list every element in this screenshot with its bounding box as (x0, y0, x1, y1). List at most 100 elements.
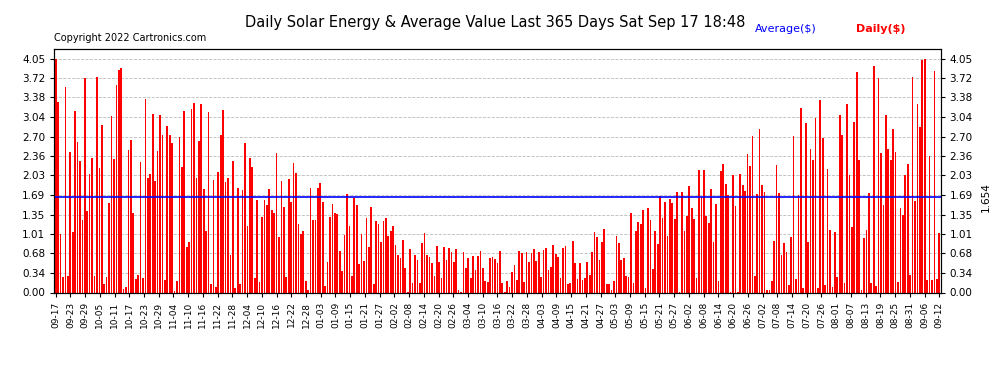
Bar (327, 262, 329, 292)
Bar (424, 233, 426, 292)
Bar (419, 283, 421, 292)
Bar (79, 161, 81, 292)
Bar (870, 284, 872, 292)
Bar (417, 260, 418, 292)
Bar (213, 180, 214, 292)
Bar (649, 220, 651, 292)
Bar (108, 203, 110, 292)
Bar (220, 135, 222, 292)
Bar (688, 186, 690, 292)
Bar (698, 170, 700, 292)
Bar (59, 234, 61, 292)
Bar (261, 217, 263, 292)
Bar (479, 251, 481, 292)
Bar (210, 284, 212, 292)
Bar (827, 169, 829, 292)
Bar (640, 224, 642, 292)
Bar (604, 229, 605, 292)
Text: Daily($): Daily($) (856, 24, 906, 34)
Bar (128, 150, 130, 292)
Bar (842, 135, 843, 292)
Bar (429, 257, 431, 292)
Bar (618, 243, 620, 292)
Bar (890, 160, 892, 292)
Bar (414, 255, 416, 292)
Bar (843, 283, 845, 292)
Bar (339, 251, 341, 292)
Bar (169, 135, 170, 292)
Bar (475, 270, 476, 292)
Bar (161, 135, 163, 292)
Bar (453, 262, 454, 292)
Bar (86, 211, 88, 292)
Bar (256, 200, 258, 292)
Bar (76, 142, 78, 292)
Bar (909, 275, 911, 292)
Bar (57, 102, 59, 292)
Text: Daily Solar Energy & Average Value Last 365 Days Sat Sep 17 18:48: Daily Solar Energy & Average Value Last … (245, 15, 745, 30)
Bar (457, 291, 459, 292)
Bar (103, 284, 105, 292)
Bar (178, 137, 180, 292)
Bar (203, 189, 205, 292)
Bar (822, 138, 824, 292)
Bar (718, 281, 719, 292)
Bar (439, 262, 441, 292)
Bar (247, 226, 248, 292)
Bar (467, 258, 469, 292)
Bar (400, 258, 401, 292)
Bar (851, 227, 852, 292)
Bar (763, 192, 765, 292)
Bar (492, 257, 493, 292)
Bar (332, 204, 334, 292)
Bar (732, 176, 734, 292)
Bar (656, 244, 658, 292)
Bar (62, 278, 63, 292)
Bar (768, 290, 770, 292)
Bar (446, 260, 447, 292)
Bar (151, 114, 153, 292)
Bar (196, 178, 197, 292)
Bar (123, 289, 125, 292)
Bar (626, 276, 627, 292)
Bar (470, 278, 471, 292)
Bar (441, 278, 443, 292)
Bar (868, 193, 870, 292)
Bar (511, 272, 513, 292)
Bar (766, 290, 768, 292)
Bar (412, 284, 414, 292)
Bar (402, 240, 404, 292)
Bar (436, 246, 438, 292)
Bar (594, 232, 595, 292)
Bar (353, 198, 355, 292)
Bar (932, 280, 933, 292)
Bar (363, 261, 364, 292)
Bar (778, 193, 780, 292)
Bar (54, 58, 56, 292)
Bar (744, 191, 745, 292)
Bar (240, 284, 241, 292)
Bar (545, 248, 546, 292)
Bar (472, 256, 474, 292)
Bar (355, 205, 357, 292)
Bar (659, 196, 661, 292)
Bar (74, 111, 76, 292)
Bar (293, 163, 294, 292)
Bar (533, 249, 535, 292)
Bar (723, 164, 724, 292)
Bar (812, 160, 814, 292)
Bar (358, 264, 360, 292)
Bar (569, 283, 571, 292)
Bar (788, 285, 790, 292)
Bar (853, 122, 855, 292)
Bar (427, 255, 428, 292)
Bar (487, 282, 489, 292)
Text: Copyright 2022 Cartronics.com: Copyright 2022 Cartronics.com (54, 33, 207, 43)
Bar (271, 210, 272, 292)
Bar (574, 263, 576, 292)
Bar (431, 263, 433, 292)
Bar (810, 148, 812, 292)
Bar (300, 234, 302, 292)
Bar (805, 123, 807, 292)
Bar (601, 242, 603, 292)
